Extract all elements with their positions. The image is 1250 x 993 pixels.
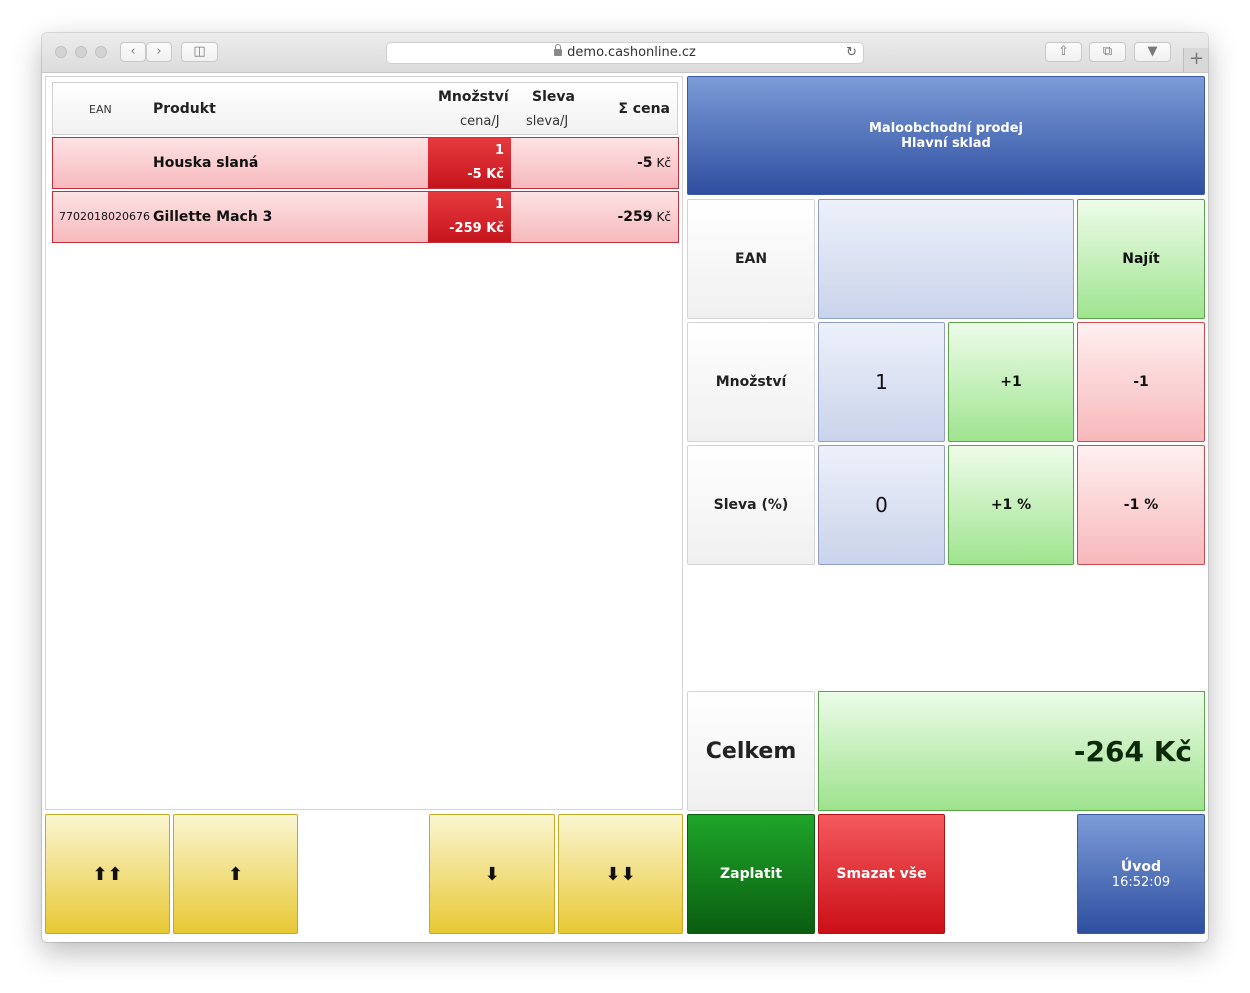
page-content: EAN Produkt Množství cena/J Sleva sleva/… [42, 73, 1208, 942]
total-amount: -264 Kč [818, 691, 1205, 811]
row-unit-price: -5 Kč [467, 167, 504, 182]
discount-label: Sleva (%) [687, 445, 815, 565]
row-product: Gillette Mach 3 [153, 209, 273, 225]
col-quantity-sub: cena/J [460, 114, 500, 129]
col-total: Σ cena [618, 101, 670, 117]
new-tab-icon[interactable]: + [1183, 48, 1208, 72]
discount-plus-button[interactable]: +1 % [948, 445, 1074, 565]
row-qty: 1 [494, 197, 504, 212]
back-icon[interactable]: ‹ [120, 42, 146, 62]
share-icon[interactable]: ⇧ [1045, 42, 1082, 62]
pay-button[interactable]: Zaplatit [687, 814, 815, 934]
row-total: -5 Kč [637, 138, 671, 188]
table-row[interactable]: 7702018020676 Gillette Mach 3 1 -259 Kč … [52, 191, 679, 243]
browser-toolbar: ‹ › ◫ demo.cashonline.cz ↻ ⇧ ⧉ ▼ + [42, 33, 1208, 73]
col-product: Produkt [153, 101, 216, 117]
reload-icon[interactable]: ↻ [846, 45, 857, 60]
row-total-currency: Kč [656, 210, 671, 224]
quantity-plus-button[interactable]: +1 [948, 322, 1074, 442]
col-quantity: Množství [438, 89, 509, 105]
address-bar[interactable]: demo.cashonline.cz ↻ [386, 42, 864, 64]
row-qty: 1 [494, 143, 504, 158]
col-discount-sub: sleva/J [526, 114, 569, 129]
store-warehouse: Hlavní sklad [901, 135, 991, 151]
cart-panel: EAN Produkt Množství cena/J Sleva sleva/… [45, 76, 683, 810]
quantity-label: Množství [687, 322, 815, 442]
minimize-window-button[interactable] [75, 46, 87, 58]
total-label: Celkem [687, 691, 815, 811]
scroll-top-button[interactable]: ⬆⬆ [45, 814, 170, 934]
row-quantity-cell[interactable]: 1 -5 Kč [428, 138, 511, 188]
url-text: demo.cashonline.cz [567, 45, 696, 60]
row-product: Houska slaná [153, 155, 259, 171]
find-button[interactable]: Najít [1077, 199, 1205, 319]
store-header-panel: Maloobchodní prodej Hlavní sklad [687, 76, 1205, 195]
tabs-overview-icon[interactable]: ⧉ [1089, 42, 1126, 62]
cart-table-header: EAN Produkt Množství cena/J Sleva sleva/… [52, 82, 678, 135]
scroll-up-button[interactable]: ⬆ [173, 814, 298, 934]
sidebar-icon[interactable]: ◫ [181, 42, 218, 62]
row-total-currency: Kč [656, 156, 671, 170]
scroll-bottom-button[interactable]: ⬇⬇ [558, 814, 683, 934]
ean-input[interactable] [818, 199, 1074, 319]
ean-label: EAN [687, 199, 815, 319]
row-ean: 7702018020676 [59, 210, 150, 223]
lock-icon [554, 44, 563, 56]
forward-icon[interactable]: › [146, 42, 172, 62]
home-button[interactable]: Úvod 16:52:09 [1077, 814, 1205, 934]
home-label: Úvod [1120, 858, 1162, 875]
row-total-value: -259 [617, 209, 653, 225]
col-ean: EAN [89, 103, 112, 116]
downloads-icon[interactable]: ▼ [1134, 42, 1171, 62]
row-quantity-cell[interactable]: 1 -259 Kč [428, 192, 511, 242]
quantity-minus-button[interactable]: -1 [1077, 322, 1205, 442]
zoom-window-button[interactable] [95, 46, 107, 58]
clock: 16:52:09 [1111, 874, 1171, 890]
discount-minus-button[interactable]: -1 % [1077, 445, 1205, 565]
clear-all-button[interactable]: Smazat vše [818, 814, 945, 934]
quantity-input[interactable]: 1 [818, 322, 945, 442]
store-title: Maloobchodní prodej [869, 120, 1023, 136]
scroll-down-button[interactable]: ⬇ [429, 814, 555, 934]
close-window-button[interactable] [55, 46, 67, 58]
table-row[interactable]: Houska slaná 1 -5 Kč -5 Kč [52, 137, 679, 189]
row-total: -259 Kč [617, 192, 671, 242]
browser-window: ‹ › ◫ demo.cashonline.cz ↻ ⇧ ⧉ ▼ + EAN P… [42, 33, 1208, 942]
discount-input[interactable]: 0 [818, 445, 945, 565]
row-unit-price: -259 Kč [449, 221, 504, 236]
col-discount: Sleva [532, 89, 575, 105]
row-total-value: -5 [636, 155, 653, 171]
